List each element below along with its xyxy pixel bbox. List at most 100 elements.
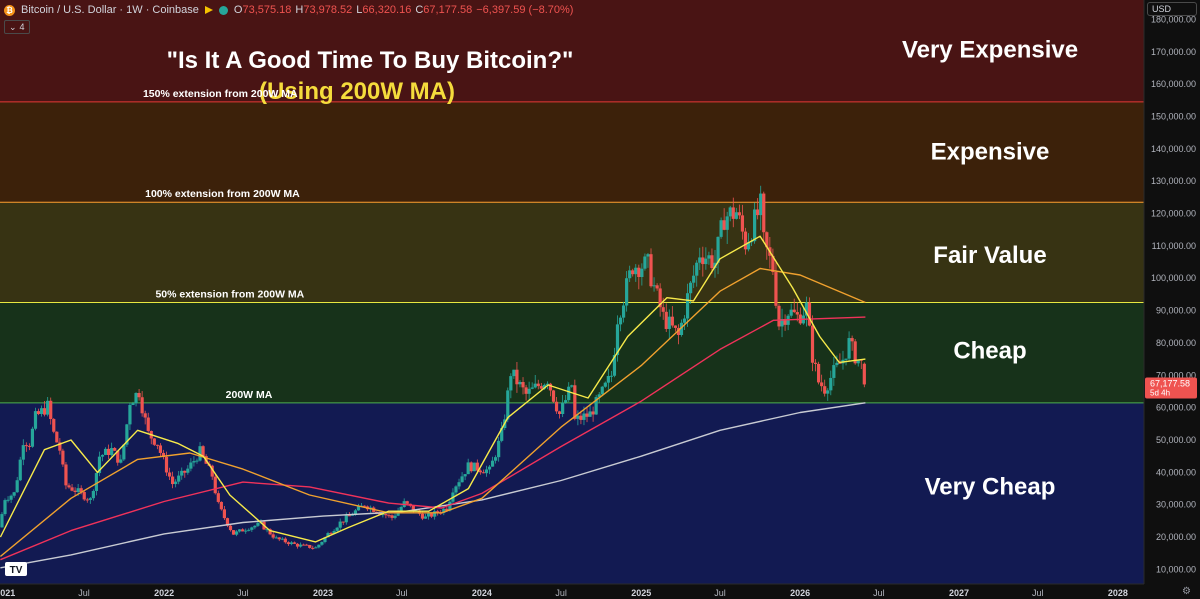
y-tick-label: 100,000.00 xyxy=(1151,273,1196,283)
candle-body xyxy=(393,515,397,518)
candle-body xyxy=(146,417,150,431)
candle-body xyxy=(134,392,138,404)
candle-body xyxy=(298,544,303,547)
candle-body xyxy=(716,236,720,263)
candle-body xyxy=(171,476,175,485)
x-tick-label: Jul xyxy=(1032,588,1044,598)
candle-body xyxy=(856,359,860,364)
currency-selector[interactable]: USD xyxy=(1147,2,1197,16)
candle-body xyxy=(518,382,522,385)
candle-body xyxy=(88,498,92,500)
y-tick-label: 140,000.00 xyxy=(1151,144,1196,154)
candle-body xyxy=(625,278,629,306)
candle-body xyxy=(832,365,836,378)
candle-body xyxy=(521,382,525,388)
candle-body xyxy=(515,369,519,385)
candle-body xyxy=(475,462,479,471)
candle-body xyxy=(664,311,668,329)
gear-icon[interactable]: ⚙ xyxy=(1182,586,1191,597)
candle-body xyxy=(661,307,665,312)
x-tick-label: Jul xyxy=(873,588,885,598)
candle-body xyxy=(216,493,220,502)
candle-body xyxy=(277,537,281,540)
zone-band xyxy=(0,402,1144,584)
candle-body xyxy=(701,257,705,265)
candle-body xyxy=(268,529,272,535)
candle-body xyxy=(826,390,830,394)
candle-body xyxy=(820,382,824,387)
candle-body xyxy=(564,400,568,403)
candle-body xyxy=(186,468,190,473)
candle-body xyxy=(628,270,632,279)
candle-body xyxy=(679,322,684,336)
candle-body xyxy=(743,231,748,250)
candle-body xyxy=(448,501,452,511)
indicator-toggle[interactable]: ⌄ 4 xyxy=(4,20,30,34)
candle-body xyxy=(113,448,117,451)
tradingview-logo: TV xyxy=(5,562,27,576)
candle-body xyxy=(280,538,284,540)
candle-body xyxy=(710,255,714,268)
y-tick-label: 110,000.00 xyxy=(1152,241,1196,251)
candle-body xyxy=(100,454,105,457)
band-label: 200W MA xyxy=(226,389,273,401)
zone-band xyxy=(0,101,1144,203)
price-label-countdown: 5d 4h xyxy=(1150,388,1170,397)
candle-body xyxy=(274,537,278,539)
candle-body xyxy=(792,309,796,313)
candle-body xyxy=(49,400,53,420)
candle-body xyxy=(484,469,489,474)
price-axis[interactable] xyxy=(1144,0,1200,599)
candle-body xyxy=(667,316,671,329)
candle-body xyxy=(676,327,681,336)
y-axis-ticks: 10,000.00 20,000.00 30,000.00 40,000.00 50,0… xyxy=(1151,14,1196,574)
time-axis[interactable] xyxy=(0,584,1200,599)
candle-body xyxy=(335,527,339,531)
candle-body xyxy=(362,505,367,507)
candle-body xyxy=(158,445,163,453)
candle-body xyxy=(707,255,711,259)
ohlc-high: 73,978.52 xyxy=(303,4,353,16)
symbol-title[interactable]: Bitcoin / U.S. Dollar · 1W · Coinbase xyxy=(21,4,199,16)
candle-body xyxy=(183,470,187,473)
indicator-count: 4 xyxy=(19,22,25,32)
candle-body xyxy=(813,362,818,364)
candle-body xyxy=(783,319,787,325)
candle-body xyxy=(375,511,379,513)
candle-body xyxy=(469,462,473,472)
candle-body xyxy=(30,428,35,447)
candle-body xyxy=(838,362,842,364)
candle-body xyxy=(612,355,617,376)
candle-body xyxy=(600,386,604,395)
candle-body xyxy=(231,530,236,535)
x-tick-label: 2026 xyxy=(790,588,810,598)
candle-body xyxy=(378,512,382,515)
y-tick-label: 130,000.00 xyxy=(1151,176,1196,186)
band-label: 100% extension from 200W MA xyxy=(145,188,300,200)
x-axis-ticks: 2021 Jul 2022 Jul 2023 Jul 2024 Jul 2025 Jul 2026 J… xyxy=(0,588,1128,598)
candle-body xyxy=(61,450,65,465)
candle-body xyxy=(588,411,592,417)
zone-label: Cheap xyxy=(953,337,1026,364)
candle-body xyxy=(250,527,254,530)
candle-body xyxy=(853,341,857,364)
candle-body xyxy=(110,448,114,456)
candle-body xyxy=(536,383,540,387)
candle-body xyxy=(381,514,385,516)
candle-body xyxy=(152,438,156,445)
candle-body xyxy=(76,488,80,493)
x-tick-label: 2028 xyxy=(1108,588,1128,598)
candle-body xyxy=(539,386,543,389)
candle-body xyxy=(295,543,300,547)
candle-body xyxy=(561,402,565,415)
flag-icon[interactable] xyxy=(204,6,213,14)
zone-label: Very Cheap xyxy=(925,473,1056,500)
moving-average-line xyxy=(0,402,866,569)
candle-body xyxy=(728,207,732,217)
x-tick-label: Jul xyxy=(555,588,567,598)
candle-body xyxy=(774,272,778,306)
candle-body xyxy=(320,542,324,545)
candle-body xyxy=(725,216,729,230)
candle-body xyxy=(682,318,687,323)
